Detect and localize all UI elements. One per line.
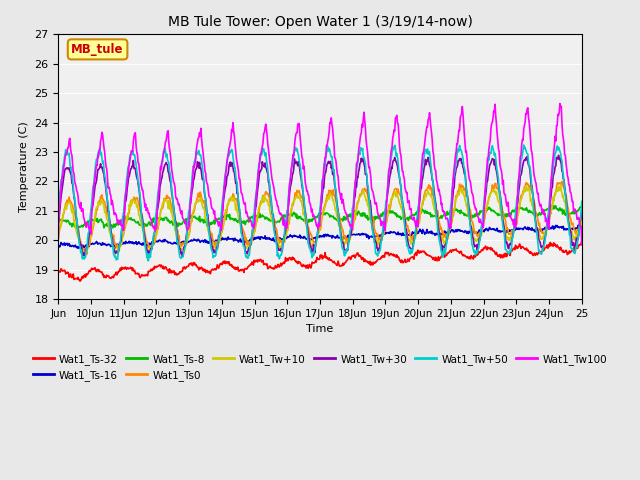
Wat1_Ts-32 <box>54 269 62 275</box>
Wat1_Tw100 <box>54 238 62 244</box>
Wat1_Ts-32 <box>239 266 246 272</box>
Wat1_Ts-32 <box>212 265 220 271</box>
Text: MB_tule: MB_tule <box>71 43 124 56</box>
Wat1_Tw100 <box>212 216 220 221</box>
Wat1_Ts-16 <box>575 222 582 228</box>
Wat1_Tw+30 <box>116 240 124 246</box>
Wat1_Tw+50 <box>259 149 266 155</box>
Wat1_Ts-8 <box>239 219 246 225</box>
Wat1_Ts-16 <box>212 239 220 245</box>
Wat1_Tw+30 <box>404 238 412 243</box>
Wat1_Ts-32 <box>116 265 124 271</box>
Wat1_Ts0 <box>83 252 91 257</box>
Wat1_Tw+30 <box>179 254 186 260</box>
Wat1_Tw+10 <box>374 243 382 249</box>
Wat1_Ts0 <box>116 243 124 249</box>
Line: Wat1_Ts-16: Wat1_Ts-16 <box>58 225 582 248</box>
Wat1_Tw+10 <box>578 217 586 223</box>
Line: Wat1_Tw+10: Wat1_Tw+10 <box>58 185 582 256</box>
Wat1_Tw+50 <box>54 208 62 214</box>
Wat1_Ts-8 <box>547 203 555 208</box>
Wat1_Ts-16 <box>259 234 266 240</box>
Wat1_Ts-8 <box>578 204 586 209</box>
Line: Wat1_Ts0: Wat1_Ts0 <box>58 181 582 254</box>
Wat1_Ts-8 <box>374 213 382 219</box>
Title: MB Tule Tower: Open Water 1 (3/19/14-now): MB Tule Tower: Open Water 1 (3/19/14-now… <box>168 15 472 29</box>
Wat1_Tw+30 <box>239 231 246 237</box>
Wat1_Tw+10 <box>404 236 412 241</box>
Wat1_Ts-8 <box>116 218 124 224</box>
Wat1_Tw+10 <box>81 253 89 259</box>
X-axis label: Time: Time <box>307 324 333 335</box>
Wat1_Ts-16 <box>578 222 586 228</box>
Wat1_Ts-16 <box>116 242 124 248</box>
Wat1_Ts0 <box>578 216 586 221</box>
Wat1_Tw+10 <box>557 182 564 188</box>
Wat1_Ts-32 <box>578 238 586 243</box>
Line: Wat1_Ts-8: Wat1_Ts-8 <box>58 205 582 229</box>
Wat1_Tw100 <box>374 210 381 216</box>
Wat1_Ts-8 <box>259 212 266 218</box>
Wat1_Ts-8 <box>404 215 412 220</box>
Wat1_Tw+50 <box>212 248 220 253</box>
Wat1_Ts0 <box>212 243 220 249</box>
Wat1_Tw+10 <box>54 236 62 242</box>
Line: Wat1_Tw+30: Wat1_Tw+30 <box>58 155 582 257</box>
Wat1_Tw+30 <box>555 152 563 158</box>
Wat1_Ts-16 <box>404 232 412 238</box>
Wat1_Ts0 <box>239 226 246 231</box>
Wat1_Ts0 <box>259 198 266 204</box>
Wat1_Tw+30 <box>374 248 382 254</box>
Wat1_Ts-32 <box>259 258 266 264</box>
Wat1_Tw+50 <box>374 249 382 255</box>
Wat1_Tw+30 <box>212 244 220 250</box>
Wat1_Tw100 <box>258 147 266 153</box>
Wat1_Ts0 <box>54 236 62 241</box>
Wat1_Ts-8 <box>73 227 81 232</box>
Wat1_Tw+50 <box>404 242 412 248</box>
Wat1_Tw+50 <box>578 199 586 204</box>
Wat1_Tw100 <box>578 242 586 248</box>
Line: Wat1_Tw+50: Wat1_Tw+50 <box>58 145 582 261</box>
Y-axis label: Temperature (C): Temperature (C) <box>19 121 29 212</box>
Wat1_Tw100 <box>238 191 246 196</box>
Wat1_Ts-8 <box>54 218 62 224</box>
Wat1_Ts-32 <box>76 278 84 284</box>
Wat1_Tw+10 <box>259 194 266 200</box>
Line: Wat1_Ts-32: Wat1_Ts-32 <box>58 240 582 281</box>
Wat1_Ts-32 <box>404 256 412 262</box>
Wat1_Tw+50 <box>145 258 152 264</box>
Wat1_Tw+50 <box>520 142 527 148</box>
Wat1_Ts-32 <box>374 256 382 262</box>
Wat1_Ts0 <box>558 179 566 184</box>
Wat1_Tw+50 <box>116 242 124 248</box>
Wat1_Tw+30 <box>578 207 586 213</box>
Wat1_Ts0 <box>404 223 412 228</box>
Wat1_Ts-16 <box>54 243 62 249</box>
Wat1_Ts-16 <box>74 245 82 251</box>
Wat1_Tw+10 <box>116 243 124 249</box>
Legend: Wat1_Ts-32, Wat1_Ts-16, Wat1_Ts-8, Wat1_Ts0, Wat1_Tw+10, Wat1_Tw+30, Wat1_Tw+50,: Wat1_Ts-32, Wat1_Ts-16, Wat1_Ts-8, Wat1_… <box>29 349 611 385</box>
Wat1_Ts0 <box>374 236 382 242</box>
Wat1_Ts-16 <box>374 233 382 239</box>
Wat1_Tw+10 <box>212 246 220 252</box>
Wat1_Tw100 <box>556 101 564 107</box>
Wat1_Tw+50 <box>239 235 246 241</box>
Wat1_Ts-8 <box>212 218 220 224</box>
Wat1_Tw+10 <box>239 234 246 240</box>
Wat1_Ts-16 <box>239 239 246 245</box>
Wat1_Tw+30 <box>54 216 62 221</box>
Wat1_Tw100 <box>403 190 411 195</box>
Line: Wat1_Tw100: Wat1_Tw100 <box>58 104 582 245</box>
Wat1_Tw+30 <box>259 159 266 165</box>
Wat1_Tw100 <box>116 221 124 227</box>
